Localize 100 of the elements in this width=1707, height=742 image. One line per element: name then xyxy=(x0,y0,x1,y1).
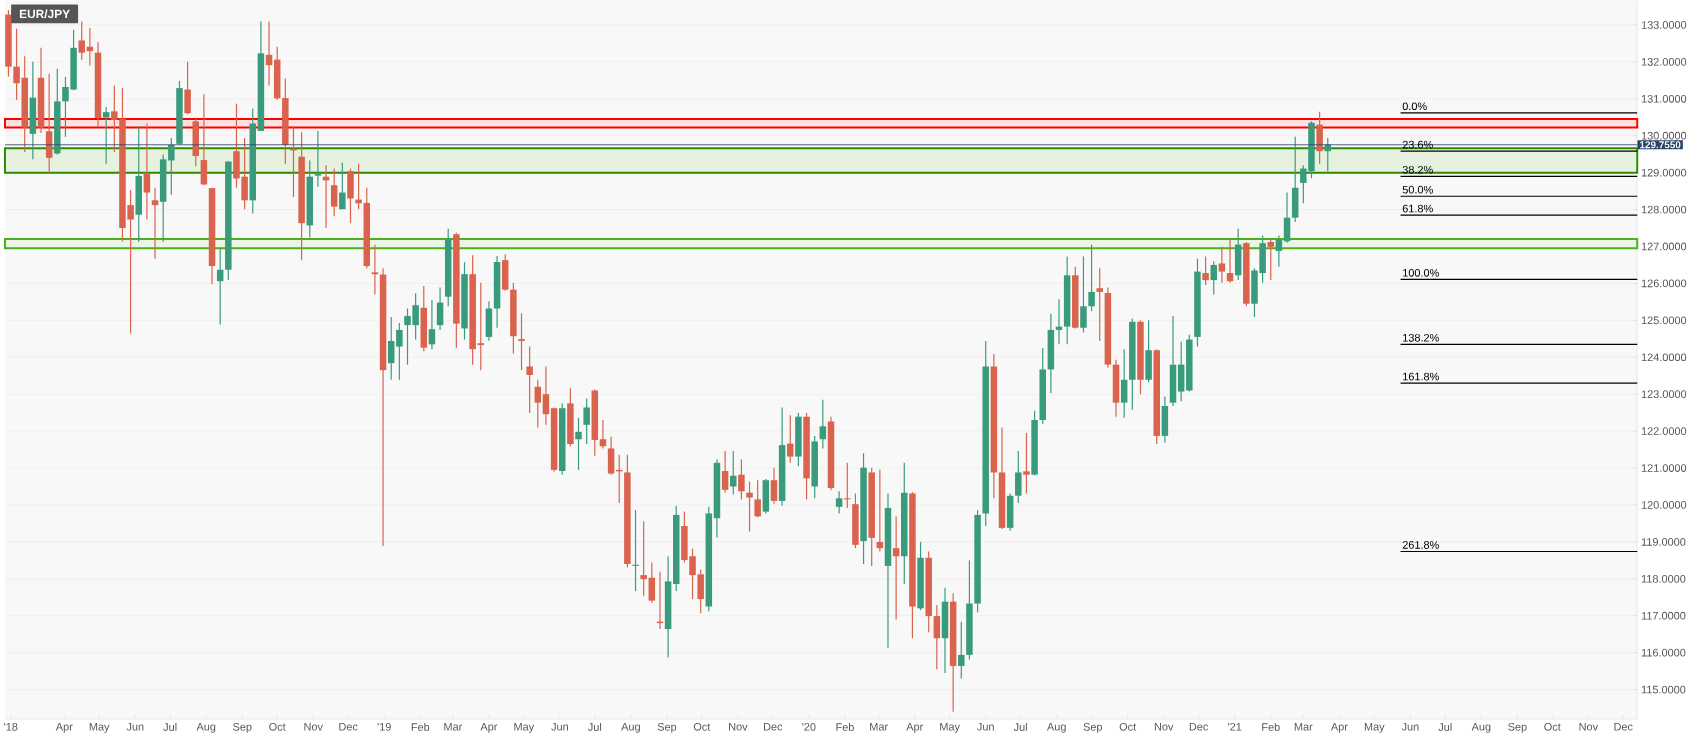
candlestick xyxy=(1120,348,1128,419)
x-tick-label: Jun xyxy=(551,722,568,731)
candlestick xyxy=(151,187,159,260)
y-tick-label: 127.0000 xyxy=(1641,242,1687,251)
annotation: 0.0% xyxy=(1402,102,1427,111)
candlestick xyxy=(313,130,322,188)
y-tick-label: 132.0000 xyxy=(1641,57,1687,66)
x-tick-label: Jul xyxy=(163,722,177,731)
annotation: 261.8% xyxy=(1402,541,1439,549)
x-tick-label: Feb xyxy=(1262,722,1280,731)
x-tick-label: May xyxy=(89,722,110,733)
candlestick xyxy=(844,462,851,509)
x-tick-label: Nov xyxy=(304,722,323,731)
y-tick-label: 120.0000 xyxy=(1641,501,1687,509)
x-tick-label: May xyxy=(514,722,535,733)
candlestick xyxy=(1218,246,1226,284)
x-tick-label: '21 xyxy=(1228,722,1242,731)
x-tick-label: Oct xyxy=(1544,722,1561,731)
x-tick-label: Mar xyxy=(444,722,463,731)
candlestick xyxy=(1096,267,1103,342)
x-tick-label: Dec xyxy=(339,722,358,731)
candlestick xyxy=(1023,432,1030,495)
candlestick xyxy=(1202,255,1209,286)
candlestick xyxy=(787,414,794,464)
candlestick xyxy=(1226,239,1234,284)
x-tick-label: '19 xyxy=(377,722,391,731)
x-tick-label: Apr xyxy=(480,722,498,733)
annotation: 23.6% xyxy=(1402,140,1433,149)
x-tick-label: Aug xyxy=(1046,722,1066,733)
x-tick-label: Jun xyxy=(126,722,144,731)
candlestick xyxy=(640,520,647,597)
x-tick-label: Sep xyxy=(233,722,252,733)
candlestick xyxy=(184,61,191,115)
x-tick-label: Dec xyxy=(1189,722,1209,731)
text: EUR/JPY xyxy=(19,9,70,19)
candlestick xyxy=(78,20,85,61)
candlestick xyxy=(371,244,379,296)
ref-line-label: 129.7550 xyxy=(1640,141,1681,149)
x-tick-label: Nov xyxy=(729,722,748,731)
candlestick xyxy=(265,20,273,87)
candlestick xyxy=(330,167,338,217)
x-tick-label: Aug xyxy=(196,722,216,733)
candlestick xyxy=(1267,239,1275,281)
x-tick-label: Mar xyxy=(1294,722,1313,731)
y-tick-label: 116.0000 xyxy=(1641,648,1686,657)
x-tick-label: Apr xyxy=(906,722,924,733)
candlestick xyxy=(542,365,550,426)
candlestick xyxy=(534,379,542,428)
y-tick-label: 118.0000 xyxy=(1641,574,1686,583)
candlestick xyxy=(428,299,436,350)
y-tick-label: 128.0000 xyxy=(1641,205,1687,214)
y-tick-label: 133.0000 xyxy=(1641,21,1687,29)
annotation: 61.8% xyxy=(1402,204,1433,213)
y-tick-label: 122.0000 xyxy=(1641,427,1687,435)
candlestick xyxy=(648,561,656,604)
x-tick-label: Nov xyxy=(1154,722,1174,731)
candlestick xyxy=(436,286,444,331)
candlestick xyxy=(835,490,843,515)
candlestick xyxy=(958,621,965,680)
x-tick-label: '20 xyxy=(802,722,816,731)
annotation: 138.2% xyxy=(1403,333,1439,342)
candlestick xyxy=(738,458,745,500)
x-tick-label: May xyxy=(940,722,960,733)
x-tick-label: Aug xyxy=(1471,722,1491,733)
y-tick-label: 121.0000 xyxy=(1641,464,1687,472)
candlestick xyxy=(526,345,533,414)
y-tick-label: 125.0000 xyxy=(1641,316,1687,325)
x-tick-label: Jul xyxy=(1013,722,1027,731)
candlestick xyxy=(339,162,346,210)
y-tick-label: 123.0000 xyxy=(1641,390,1687,399)
candlestick xyxy=(168,137,175,196)
candlestick xyxy=(477,282,485,371)
candlestick xyxy=(746,481,753,533)
candlestick xyxy=(1080,255,1087,334)
candlestick xyxy=(396,322,403,381)
candlestick xyxy=(1015,450,1022,504)
y-tick-label: 129.0000 xyxy=(1641,168,1687,177)
y-tick-label: 131.0000 xyxy=(1641,94,1687,103)
candlestick xyxy=(583,397,590,445)
candlestick xyxy=(1088,244,1095,312)
x-tick-label: Jul xyxy=(1438,722,1452,731)
y-tick-label: 124.0000 xyxy=(1641,353,1687,362)
candlestick xyxy=(575,417,582,471)
candlestick xyxy=(721,450,729,494)
candlestick xyxy=(729,450,737,496)
x-tick-label: Jul xyxy=(587,722,602,731)
x-tick-label: Dec xyxy=(764,722,783,731)
y-tick-label: 119.0000 xyxy=(1641,538,1686,546)
x-tick-label: Apr xyxy=(1330,722,1348,733)
x-tick-label: Jun xyxy=(1401,722,1419,731)
y-tick-label: 126.0000 xyxy=(1641,279,1687,288)
x-tick-label: Mar xyxy=(870,722,888,731)
candlestick xyxy=(892,515,900,620)
y-tick-label: 130.0000 xyxy=(1641,131,1687,140)
candlestick xyxy=(1283,191,1291,244)
x-tick-label: Dec xyxy=(1614,722,1633,731)
candlestick xyxy=(1275,234,1283,268)
x-tick-label: Apr xyxy=(55,722,73,733)
x-tick-label: Feb xyxy=(836,722,854,731)
y-tick-label: 115.0000 xyxy=(1641,685,1686,694)
